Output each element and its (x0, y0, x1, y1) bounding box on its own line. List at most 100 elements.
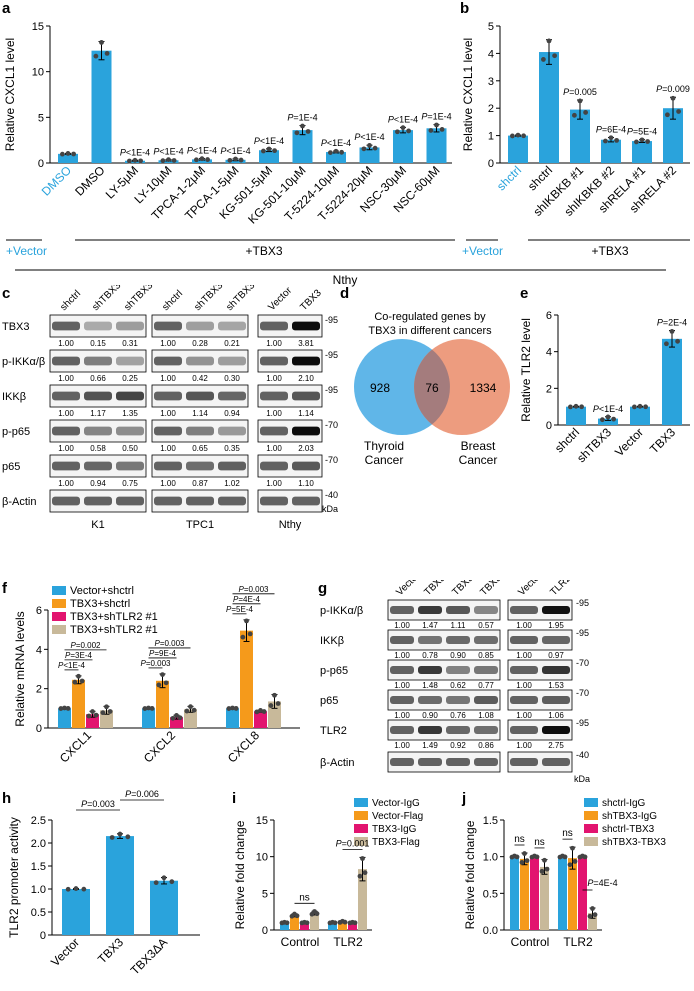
panel-f-pvalue: P=0.003 (140, 659, 171, 668)
panel-j-ns: ns (562, 828, 573, 839)
panel-b-point (634, 139, 639, 145)
panel-g-band (474, 696, 498, 704)
panel-c-quant: 1.00 (160, 374, 176, 383)
panel-f-ytick-label: 2 (36, 684, 42, 696)
panel-label-j: j (462, 790, 467, 807)
panel-e-point (664, 341, 669, 347)
panel-c-quant: 1.00 (266, 374, 282, 383)
panel-c-quant: 0.94 (90, 479, 106, 488)
panel-g-blot-strip (387, 659, 501, 681)
panel-g-quant: 0.97 (548, 651, 564, 660)
panel-j-ytick-label: 0.5 (483, 888, 498, 900)
panel-i-legend-swatch (354, 811, 368, 820)
panel-g-band (446, 758, 470, 766)
panel-f-point (188, 704, 193, 710)
panel-g-band (510, 636, 538, 644)
panel-f-bar (170, 717, 183, 728)
panel-label-b: b (460, 0, 470, 17)
panel-b-ytick-label: 2 (488, 103, 494, 115)
panel-a-bar (58, 153, 78, 163)
panel-j-point (592, 912, 598, 918)
panel-a-point (160, 158, 166, 164)
panel-c-quant: 0.66 (90, 374, 106, 383)
panel-j-point (534, 854, 540, 860)
panel-c-band (154, 356, 182, 366)
panel-g-blot-strip (507, 659, 573, 681)
panel-c-quant: 1.00 (266, 409, 282, 418)
panel-b-point (583, 110, 588, 115)
panel-c-lane-label: TBX3 (298, 287, 324, 313)
panel-i-legend-swatch (354, 798, 368, 807)
panel-e-xtick-label: shTBX3 (574, 425, 614, 465)
panel-f-bar (254, 711, 267, 728)
panel-e-ytick-label: 0 (546, 420, 552, 432)
panel-f-pvalue: P=4E-4 (233, 595, 260, 604)
panel-f-y-label: Relative mRNA levels (13, 611, 27, 726)
panel-c-row-label: p-IKKα/β (2, 356, 45, 368)
panel-i-ytick-label: 5 (262, 888, 268, 900)
panel-e-point (675, 338, 680, 344)
panel-c-quant: 1.00 (58, 444, 74, 453)
panel-h-ytick-label: 0 (40, 930, 46, 942)
panel-f-point (184, 708, 190, 714)
panel-c-band (260, 426, 288, 436)
panel-a-pvalue: P<1E-4 (354, 132, 384, 142)
panel-h-point (73, 886, 79, 891)
panel-c-band (186, 356, 214, 366)
panel-g-kda-label: kDa (574, 774, 590, 784)
panel-g-quant: 1.00 (516, 681, 532, 690)
panel-h-ytick-label: 1.5 (31, 861, 46, 873)
panel-h-point (153, 880, 159, 886)
panel-f-point (76, 673, 81, 679)
panel-g-band (510, 696, 538, 704)
panel-h-chart: 0 0.5 1.0 1.5 2.0 2.5 TLR2 promoter activity Ve… (0, 790, 232, 990)
panel-c-quant: 3.81 (298, 339, 314, 348)
panel-g-band (474, 636, 498, 644)
panel-j-legend-swatch (584, 798, 598, 807)
panel-g-band (418, 666, 442, 674)
panel-f-bar (156, 680, 169, 728)
panel-i-point (357, 873, 363, 879)
panel-c-band (154, 426, 182, 436)
panel-h-point (109, 835, 115, 840)
panel-g-mw-marker: -70 (576, 688, 589, 698)
panel-j-svg: 0.0 0.5 1.0 1.5 Relative fold change shctrl-I… (463, 798, 666, 949)
panel-g-quant: 0.76 (450, 711, 466, 720)
panel-b-vector-label: +Vector (462, 244, 503, 258)
panel-b-point (639, 137, 645, 143)
panel-g-row-label: p-IKKα/β (320, 605, 363, 617)
panel-a-point (300, 123, 305, 129)
panel-f-legend-label: TBX3+shctrl (70, 598, 130, 610)
panel-j-legend-label: shTBX3-IgG (602, 811, 657, 822)
panel-a-point (294, 130, 300, 136)
panel-e-pvalue: P=2E-4 (657, 318, 687, 328)
venn-right-count: 1334 (470, 381, 497, 395)
panel-b-point (546, 38, 552, 44)
panel-g-row-label: p-p65 (320, 665, 348, 677)
panel-j-ns: ns (534, 837, 545, 848)
panel-c-band (218, 391, 246, 401)
panel-b-point (572, 112, 577, 118)
panel-g-band (446, 726, 470, 734)
panel-a-pvalue: P=1E-4 (421, 112, 451, 122)
panel-i-point (304, 920, 310, 926)
panel-a-point (132, 157, 138, 163)
panel-f-point (247, 631, 253, 637)
panel-a-point (93, 53, 99, 59)
panel-a-bar (393, 130, 413, 163)
panel-c-row-label: TBX3 (2, 321, 30, 333)
panel-b-xtick-label: shctrl (494, 163, 524, 193)
panel-b-pvalue: P=0.005 (563, 87, 597, 97)
panel-g-band (446, 666, 470, 674)
panel-g-band (446, 696, 470, 704)
panel-a-bar (259, 150, 279, 163)
venn-title-line1: Co-regulated genes by (374, 311, 486, 323)
panel-h-y-label: TLR2 promoter activity (7, 817, 21, 938)
panel-c-quant: 0.75 (122, 479, 138, 488)
panel-g-band (446, 636, 470, 644)
panel-g-blot-strip (387, 719, 501, 741)
panel-c-band (84, 356, 112, 366)
panel-c-quant: 1.00 (266, 339, 282, 348)
panel-j-bar (530, 856, 539, 930)
